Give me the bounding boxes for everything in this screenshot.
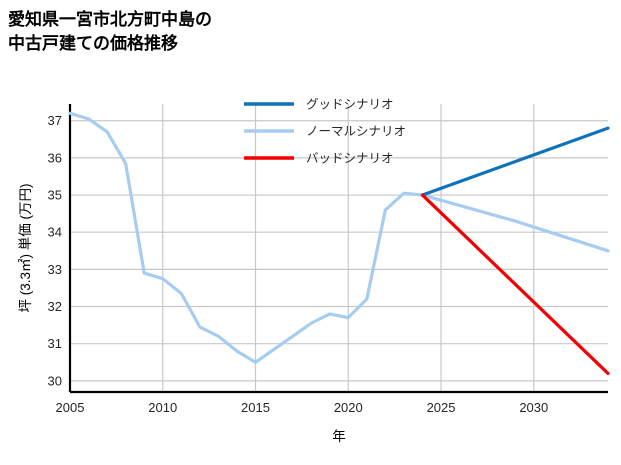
series-line — [420, 126, 610, 197]
y-tick-label: 37 — [48, 113, 62, 128]
y-tick-label: 34 — [48, 225, 62, 240]
chart-title-line-1: 愛知県一宮市北方町中島の — [8, 10, 212, 29]
x-axis-title: 年 — [332, 429, 346, 444]
data-series-layer — [68, 111, 610, 376]
chart-title: 愛知県一宮市北方町中島の 中古戸建ての価格推移 — [8, 8, 428, 56]
legend-label: ノーマルシナリオ — [306, 125, 406, 139]
x-tick-label: 2015 — [241, 400, 270, 415]
x-tick-label: 2020 — [334, 400, 363, 415]
y-tick-label: 36 — [48, 150, 62, 165]
y-tick-labels: 30 31 32 33 34 35 36 37 — [48, 113, 62, 388]
x-tick-label: 2030 — [519, 400, 548, 415]
y-tick-label: 32 — [48, 299, 62, 314]
y-tick-label: 35 — [48, 188, 62, 203]
chart-title-line-2: 中古戸建ての価格推移 — [8, 34, 178, 54]
series-line — [68, 111, 610, 364]
y-tick-label: 31 — [48, 336, 62, 351]
y-tick-label: 33 — [48, 262, 62, 277]
series-line — [420, 193, 610, 376]
legend-label: バッドシナリオ — [306, 152, 394, 166]
x-tick-label: 2005 — [56, 400, 85, 415]
gridlines — [69, 104, 608, 392]
x-tick-label: 2010 — [148, 400, 177, 415]
y-tick-label: 30 — [48, 373, 62, 388]
x-tick-label: 2025 — [427, 400, 456, 415]
y-axis-title: 坪 (3.3㎡) 単価 (万円) — [18, 183, 33, 312]
legend-label: グッドシナリオ — [306, 98, 394, 112]
x-tick-labels: 2005 2010 2015 2020 2025 2030 — [56, 400, 549, 415]
